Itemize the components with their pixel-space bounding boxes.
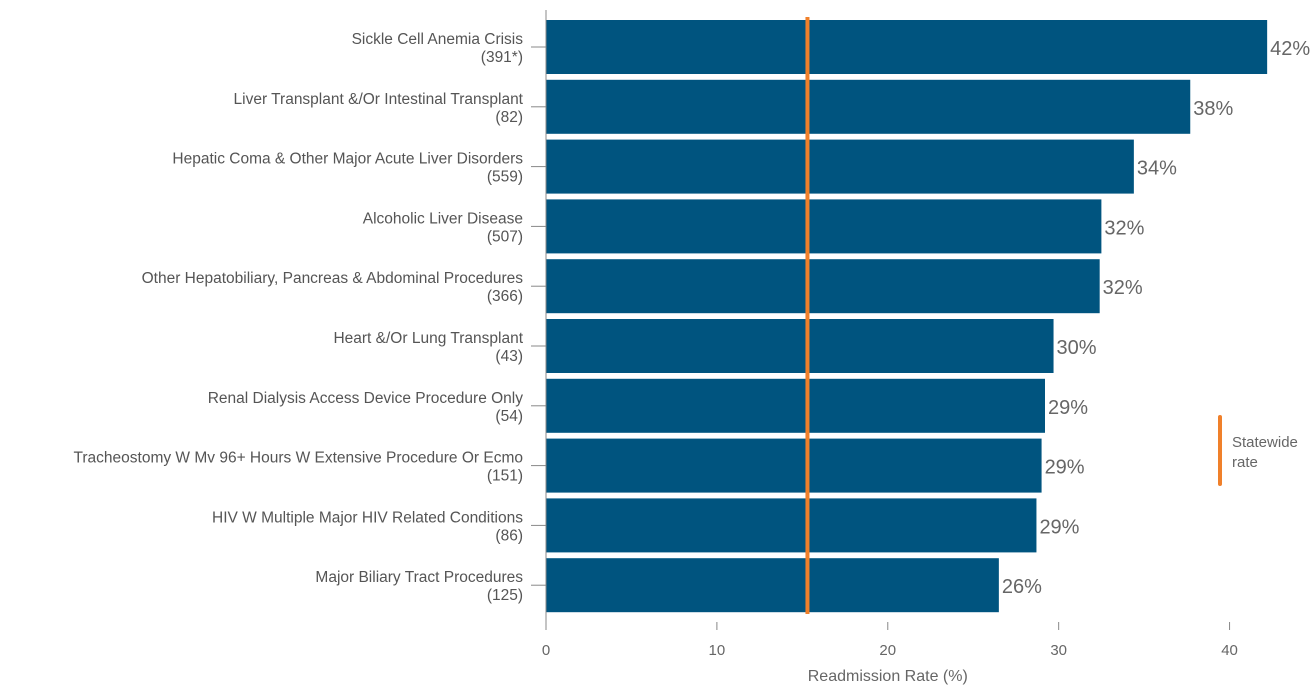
bar-8 (546, 498, 1037, 553)
value-label-0: 42% (1270, 38, 1310, 60)
value-label-5: 30% (1057, 337, 1097, 359)
category-label-8: HIV W Multiple Major HIV Related Conditi… (212, 509, 523, 526)
bar-1 (546, 79, 1191, 134)
x-tick-label-2: 20 (879, 642, 896, 659)
value-label-6: 29% (1048, 397, 1088, 419)
category-label-9: Major Biliary Tract Procedures (315, 569, 523, 586)
category-label-0: Sickle Cell Anemia Crisis (352, 31, 524, 48)
category-count-9: (125) (487, 587, 523, 604)
value-label-1: 38% (1193, 98, 1233, 120)
bar-2 (546, 139, 1134, 194)
value-label-3: 32% (1104, 217, 1144, 239)
category-label-6: Renal Dialysis Access Device Procedure O… (208, 390, 524, 407)
category-count-3: (507) (487, 228, 523, 245)
value-label-8: 29% (1039, 516, 1079, 538)
category-count-2: (559) (487, 169, 523, 186)
category-count-6: (54) (495, 408, 523, 425)
category-count-8: (86) (495, 527, 523, 544)
legend-label-line-2: rate (1232, 454, 1258, 471)
x-tick-label-1: 10 (709, 642, 726, 659)
x-axis-title: Readmission Rate (%) (808, 668, 968, 685)
category-labels-group: Sickle Cell Anemia Crisis(391*) Liver Tra… (74, 31, 546, 604)
category-label-4: Other Hepatobiliary, Pancreas & Abdomina… (142, 270, 524, 287)
x-tick-label-4: 40 (1221, 642, 1238, 659)
category-label-2: Hepatic Coma & Other Major Acute Liver D… (172, 151, 523, 168)
x-tick-label-0: 0 (542, 642, 550, 659)
x-tick-label-3: 30 (1050, 642, 1067, 659)
bar-5 (546, 319, 1054, 373)
bars-group (546, 20, 1268, 613)
category-label-5: Heart &/Or Lung Transplant (333, 330, 523, 347)
bar-9 (546, 558, 999, 613)
legend-label-line-1: Statewide (1232, 434, 1298, 451)
category-count-5: (43) (495, 348, 523, 365)
value-label-4: 32% (1103, 277, 1143, 299)
category-count-0: (391*) (481, 49, 523, 66)
category-count-1: (82) (495, 109, 523, 126)
bar-6 (546, 378, 1045, 433)
bar-7 (546, 438, 1042, 493)
value-labels-group: 42% 38% 34% 32% 32% 30% 29% 29% 29% 26% (1002, 38, 1311, 598)
category-label-7: Tracheostomy W Mv 96+ Hours W Extensive … (74, 450, 524, 467)
category-count-4: (366) (487, 288, 523, 305)
category-label-3: Alcoholic Liver Disease (363, 210, 523, 227)
x-ticks-group: 0 10 20 30 40 (542, 622, 1238, 659)
value-label-2: 34% (1137, 158, 1177, 180)
bar-4 (546, 259, 1100, 314)
legend: Statewide rate (1218, 415, 1298, 486)
value-label-9: 26% (1002, 576, 1042, 598)
value-label-7: 29% (1045, 457, 1085, 479)
bar-3 (546, 199, 1102, 254)
bar-0 (546, 20, 1268, 74)
category-count-7: (151) (487, 468, 523, 485)
category-label-1: Liver Transplant &/Or Intestinal Transpl… (234, 91, 524, 108)
